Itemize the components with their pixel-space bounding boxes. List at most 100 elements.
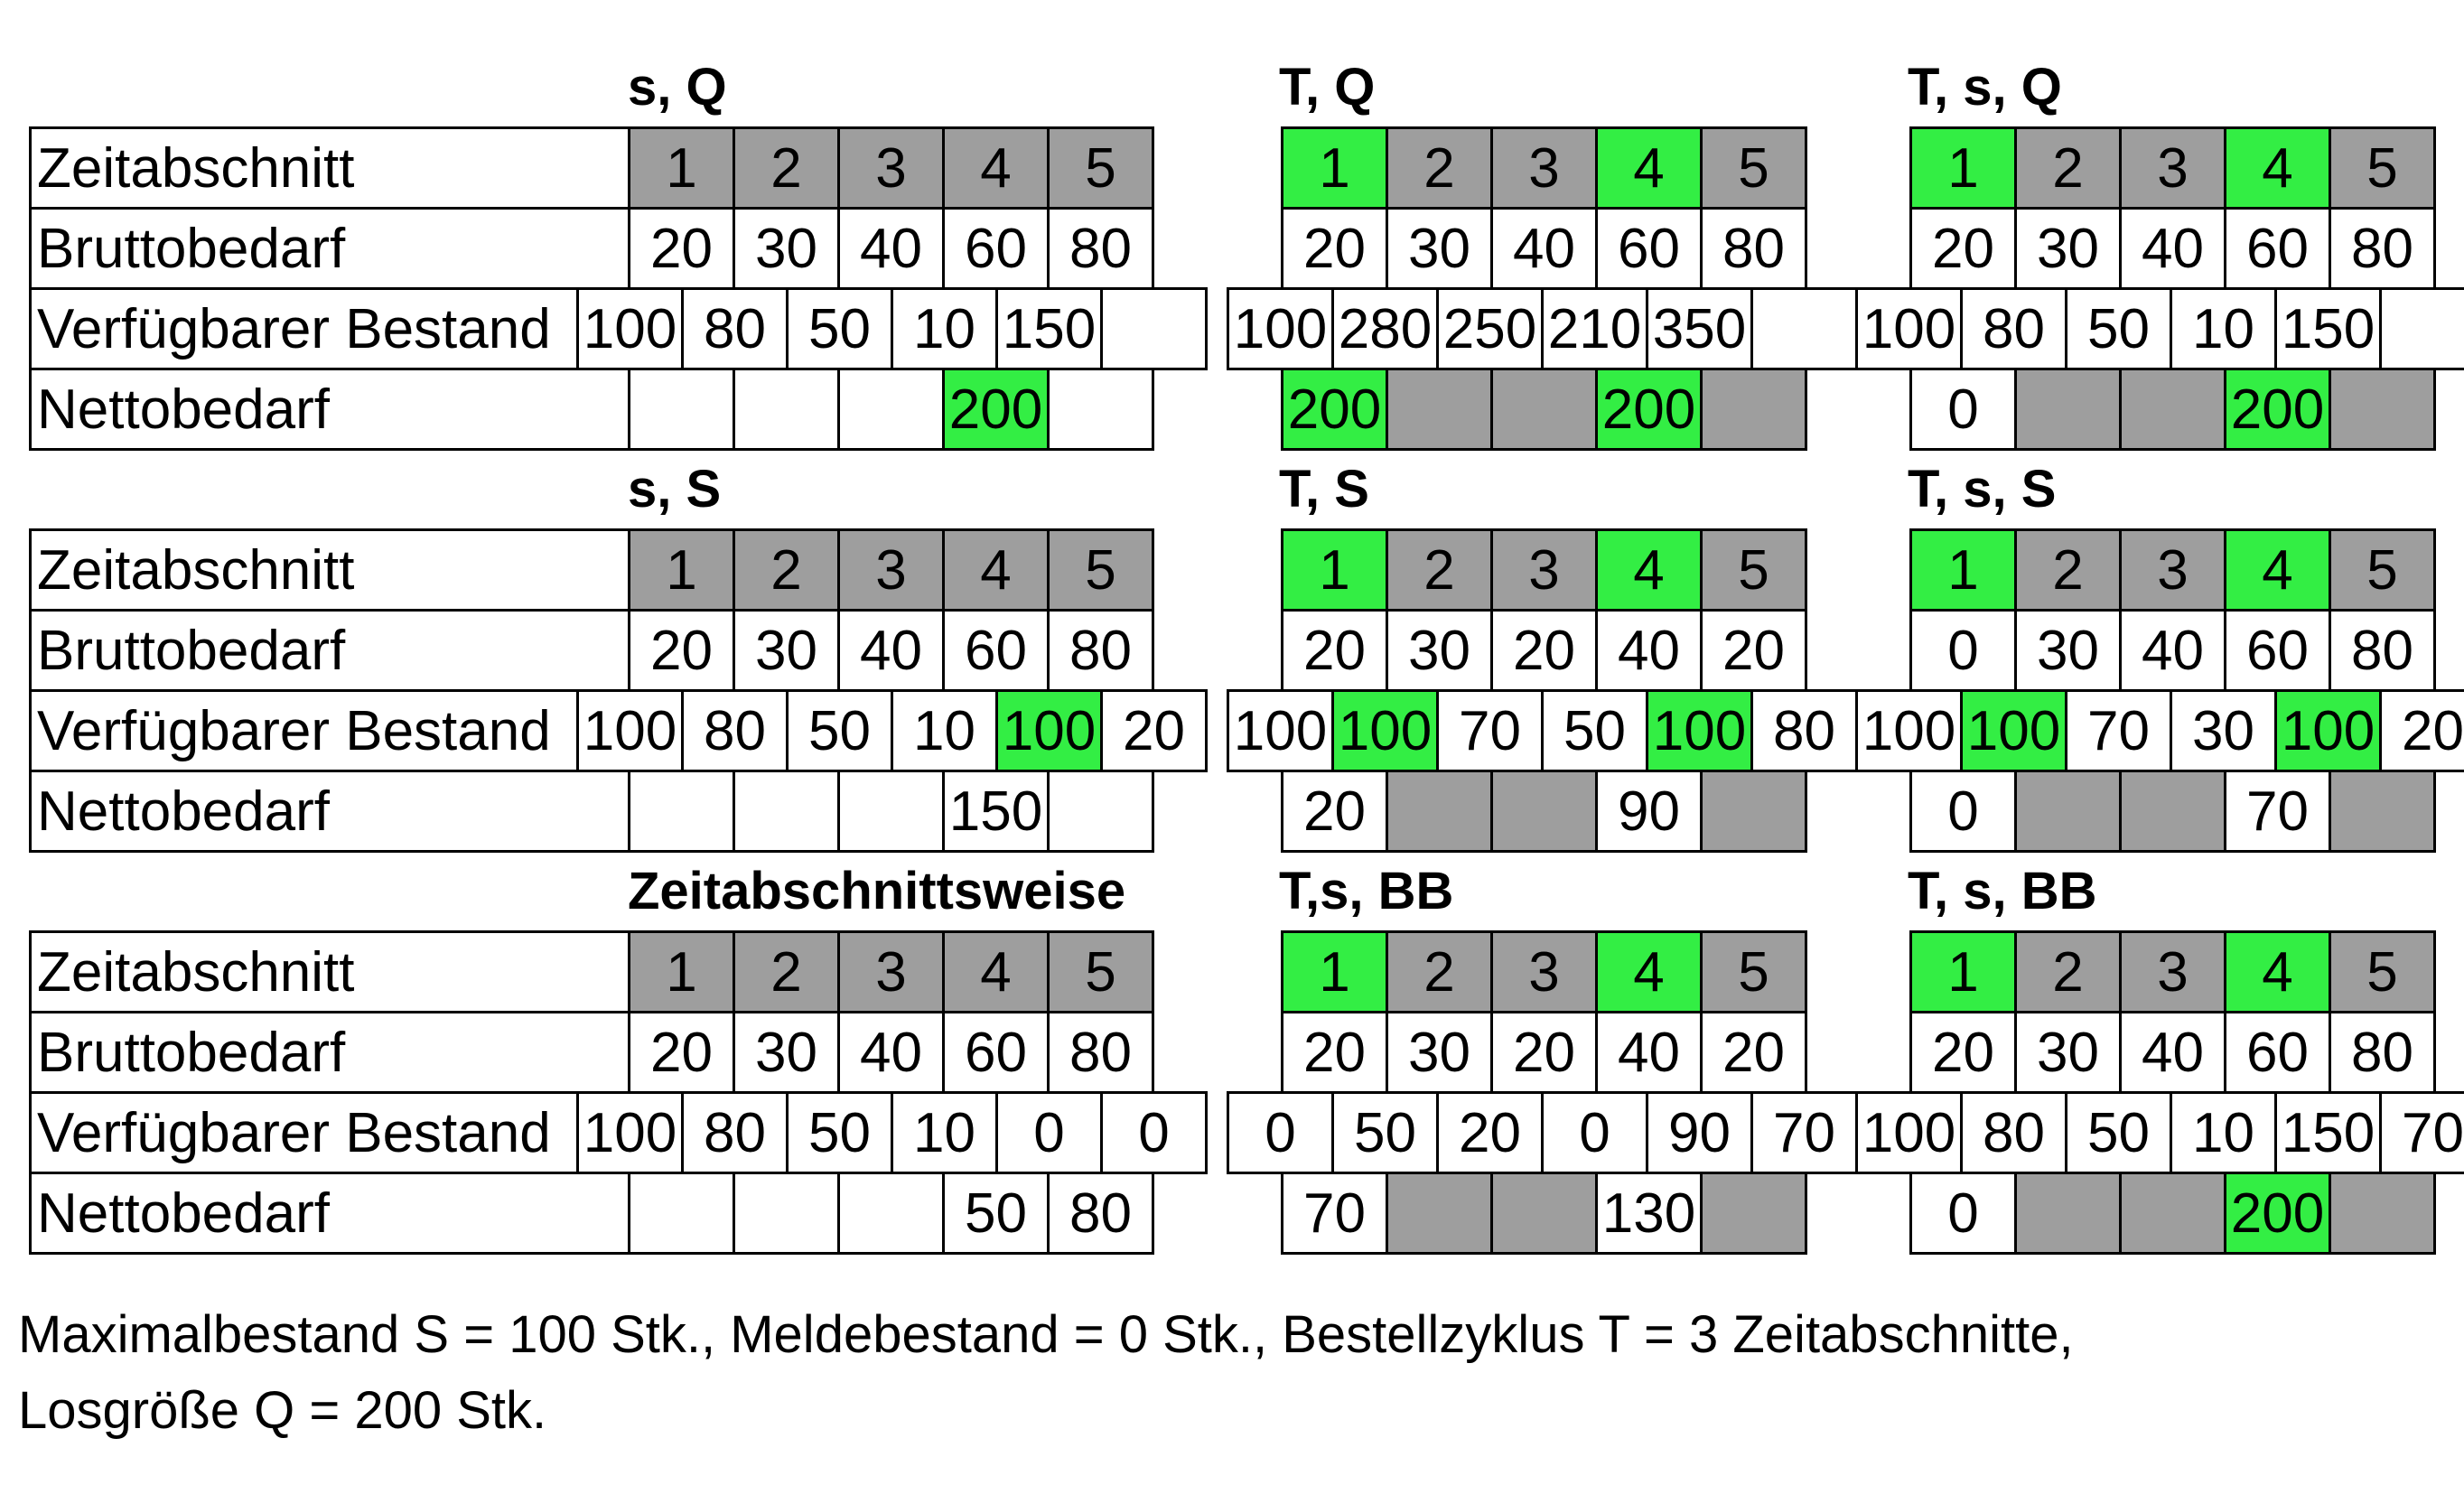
gross-demand-cell: 30 bbox=[733, 207, 840, 290]
net-demand-cell bbox=[2329, 1172, 2436, 1255]
gross-demand-cell: 40 bbox=[1595, 609, 1703, 692]
period-cell: 4 bbox=[2224, 930, 2331, 1013]
period-cell: 4 bbox=[1595, 930, 1703, 1013]
available-stock-cell: 0 bbox=[1541, 1091, 1648, 1174]
period-cell: 2 bbox=[2014, 528, 2122, 612]
period-cell: 4 bbox=[1595, 528, 1703, 612]
available-stock-cell bbox=[1750, 287, 1858, 370]
available-stock-cell: 50 bbox=[1541, 689, 1648, 772]
gross-demand-cell: 60 bbox=[2224, 609, 2331, 692]
available-stock-cell: 100 bbox=[576, 287, 684, 370]
net-demand-cell: 150 bbox=[942, 770, 1050, 853]
gross-demand-cell: 60 bbox=[2224, 207, 2331, 290]
gross-demand-cell: 30 bbox=[733, 609, 840, 692]
net-demand-cell: 90 bbox=[1595, 770, 1703, 853]
available-stock-cell: 100 bbox=[995, 689, 1103, 772]
available-stock-cell: 150 bbox=[2274, 287, 2382, 370]
available-stock-cell: 20 bbox=[1100, 689, 1208, 772]
available-stock-cell: 100 bbox=[1855, 689, 1963, 772]
net-demand-cell bbox=[1490, 368, 1598, 451]
net-demand-cell bbox=[2329, 770, 2436, 853]
available-stock-cell: 80 bbox=[681, 1091, 789, 1174]
gross-demand-cell: 20 bbox=[628, 1011, 735, 1094]
available-stock-cell: 100 bbox=[2274, 689, 2382, 772]
net-demand-cell bbox=[1386, 1172, 1493, 1255]
available-stock-cell: 90 bbox=[1646, 1091, 1753, 1174]
period-cell: 2 bbox=[1386, 126, 1493, 210]
available-stock-cell: 50 bbox=[786, 287, 893, 370]
available-stock-cell bbox=[2379, 287, 2464, 370]
net-demand-cell bbox=[837, 770, 945, 853]
gross-demand-cell: 40 bbox=[1595, 1011, 1703, 1094]
net-demand-cell bbox=[1386, 770, 1493, 853]
gross-demand-cell: 30 bbox=[2014, 609, 2122, 692]
gross-demand-cell: 30 bbox=[1386, 1011, 1493, 1094]
available-stock-cell: 250 bbox=[1436, 287, 1544, 370]
available-stock-cell: 20 bbox=[2379, 689, 2464, 772]
row-label-net-demand: Nettobedarf bbox=[29, 368, 630, 451]
net-demand-cell: 80 bbox=[1047, 1172, 1154, 1255]
period-cell: 1 bbox=[1909, 126, 2017, 210]
period-cell: 1 bbox=[1281, 930, 1388, 1013]
period-cell: 3 bbox=[2119, 126, 2226, 210]
available-stock-cell: 100 bbox=[1331, 689, 1439, 772]
period-cell: 2 bbox=[2014, 126, 2122, 210]
net-demand-cell: 0 bbox=[1909, 770, 2017, 853]
gross-demand-cell: 40 bbox=[1490, 207, 1598, 290]
gross-demand-cell: 30 bbox=[2014, 1011, 2122, 1094]
available-stock-cell: 0 bbox=[1100, 1091, 1208, 1174]
net-demand-cell bbox=[628, 770, 735, 853]
table-title-s-q: s, Q bbox=[628, 58, 727, 117]
available-stock-cell: 70 bbox=[1750, 1091, 1858, 1174]
period-cell: 2 bbox=[2014, 930, 2122, 1013]
gross-demand-cell: 40 bbox=[2119, 207, 2226, 290]
net-demand-cell: 200 bbox=[2224, 368, 2331, 451]
net-demand-cell bbox=[2119, 1172, 2226, 1255]
table-title-t-s-bb: T,s, BB bbox=[1279, 862, 1454, 920]
gross-demand-cell: 20 bbox=[1700, 609, 1807, 692]
table-title-t-s-s: T, s, S bbox=[1908, 460, 2057, 518]
period-cell: 4 bbox=[942, 528, 1050, 612]
period-cell: 1 bbox=[1281, 528, 1388, 612]
gross-demand-cell: 20 bbox=[628, 207, 735, 290]
net-demand-cell: 200 bbox=[942, 368, 1050, 451]
period-cell: 1 bbox=[1909, 930, 2017, 1013]
net-demand-cell bbox=[2014, 368, 2122, 451]
row-label-available-stock: Verfügbarer Bestand bbox=[29, 287, 581, 370]
table-title-zeitabschnittsweise: Zeitabschnittsweise bbox=[628, 862, 1126, 920]
gross-demand-cell: 60 bbox=[942, 609, 1050, 692]
net-demand-cell: 130 bbox=[1595, 1172, 1703, 1255]
available-stock-cell: 350 bbox=[1646, 287, 1753, 370]
gross-demand-cell: 80 bbox=[2329, 1011, 2436, 1094]
period-cell: 2 bbox=[733, 528, 840, 612]
available-stock-cell: 100 bbox=[1227, 689, 1334, 772]
gross-demand-cell: 60 bbox=[942, 1011, 1050, 1094]
available-stock-cell: 70 bbox=[2065, 689, 2172, 772]
available-stock-cell: 20 bbox=[1436, 1091, 1544, 1174]
available-stock-cell: 50 bbox=[2065, 1091, 2172, 1174]
available-stock-cell: 210 bbox=[1541, 287, 1648, 370]
row-label-period: Zeitabschnitt bbox=[29, 528, 630, 612]
table-title-t-s-q: T, s, Q bbox=[1908, 58, 2062, 117]
available-stock-cell: 150 bbox=[995, 287, 1103, 370]
net-demand-cell bbox=[628, 1172, 735, 1255]
period-cell: 3 bbox=[1490, 528, 1598, 612]
period-cell: 4 bbox=[942, 930, 1050, 1013]
row-label-gross-demand: Bruttobedarf bbox=[29, 1011, 630, 1094]
net-demand-cell bbox=[1047, 770, 1154, 853]
net-demand-cell bbox=[1490, 1172, 1598, 1255]
available-stock-cell: 0 bbox=[995, 1091, 1103, 1174]
net-demand-cell: 0 bbox=[1909, 1172, 2017, 1255]
gross-demand-cell: 80 bbox=[1047, 207, 1154, 290]
gross-demand-cell: 20 bbox=[1700, 1011, 1807, 1094]
net-demand-cell bbox=[1047, 368, 1154, 451]
available-stock-cell: 50 bbox=[786, 1091, 893, 1174]
gross-demand-cell: 40 bbox=[837, 609, 945, 692]
footnote-line-1: Maximalbestand S = 100 Stk., Meldebestan… bbox=[18, 1305, 2074, 1364]
period-cell: 3 bbox=[837, 126, 945, 210]
period-cell: 2 bbox=[1386, 528, 1493, 612]
available-stock-cell: 100 bbox=[576, 1091, 684, 1174]
net-demand-cell bbox=[733, 1172, 840, 1255]
gross-demand-cell: 20 bbox=[1281, 207, 1388, 290]
